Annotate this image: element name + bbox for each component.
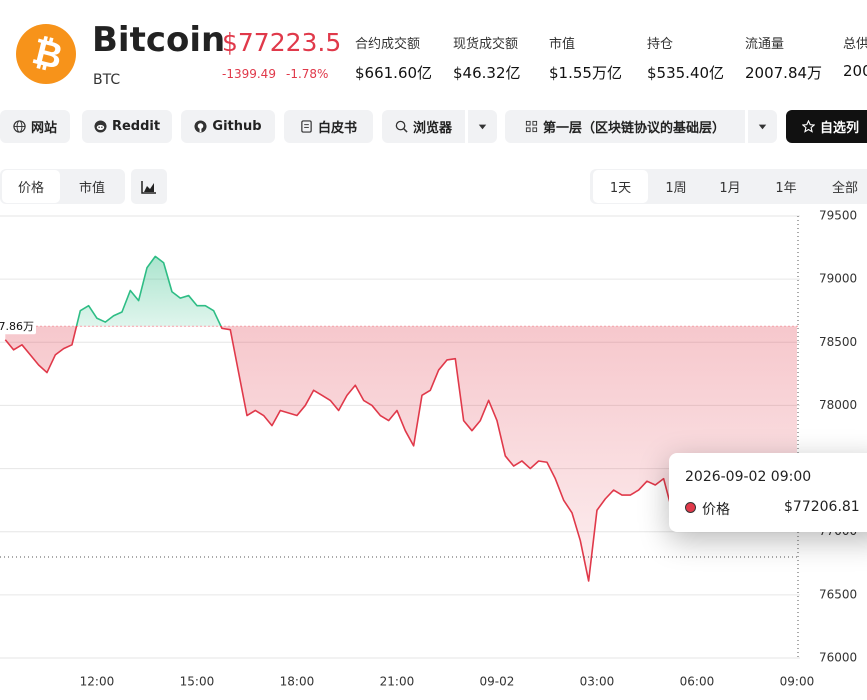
stat-label: 合约成交额: [355, 37, 421, 52]
range-tab[interactable]: 1月: [704, 170, 756, 203]
tab-text: 1周: [665, 181, 687, 196]
x-tick-label: 09:00: [780, 675, 815, 689]
tab-text: 全部: [831, 181, 858, 196]
stat-label: 流通量: [745, 37, 785, 52]
chart-type-button[interactable]: [131, 169, 167, 204]
symbol: BTC: [93, 72, 121, 88]
stat-label: 现货成交额: [453, 37, 519, 52]
y-tick-label: 76500: [819, 587, 857, 601]
globe-icon: [13, 120, 26, 133]
link-text: Reddit: [111, 119, 161, 134]
github-icon: [194, 120, 207, 133]
watchlist-text: 自选列: [820, 121, 860, 136]
x-tick-label: 06:00: [680, 675, 715, 689]
change: -1399.49: [222, 67, 276, 81]
y-tick-label: 78500: [819, 335, 857, 349]
x-tick-label: 15:00: [180, 675, 215, 689]
coin-name: Bitcoin: [92, 20, 226, 60]
stat-value: 2007.84万: [745, 64, 823, 82]
x-tick-label: 12:00: [80, 675, 115, 689]
change-pct: -1.78%: [286, 67, 329, 81]
stat-value: $661.60亿: [355, 64, 433, 82]
tooltip-value: $77206.81: [784, 499, 860, 515]
tooltip-dot: [685, 502, 696, 513]
reddit-icon: [94, 120, 107, 133]
stat-value: 200: [843, 62, 867, 80]
caret-icon: [478, 124, 487, 130]
bitcoin-icon: ₿: [16, 24, 76, 84]
link-button[interactable]: 浏览器: [382, 110, 465, 143]
link-text: 网站: [30, 121, 57, 136]
range-tab[interactable]: 1年: [758, 170, 814, 203]
link-button[interactable]: 白皮书: [284, 110, 373, 143]
baseline-label: 7.86万: [0, 320, 34, 333]
baseline-label-bg: [0, 320, 36, 335]
x-tick-label: 21:00: [380, 675, 415, 689]
watchlist-button[interactable]: 自选列: [786, 110, 867, 143]
star-icon: [802, 120, 815, 133]
link-text: 白皮书: [317, 121, 357, 136]
y-tick-label: 79500: [819, 209, 857, 223]
y-tick-label: 76000: [819, 651, 857, 665]
y-tick-label: 79000: [819, 272, 857, 286]
y-tick-label: 78000: [819, 398, 857, 412]
link-button[interactable]: 网站: [0, 110, 70, 143]
x-tick-label: 03:00: [580, 675, 615, 689]
stat-label: 持仓: [647, 37, 674, 52]
dropdown-button[interactable]: [748, 110, 777, 143]
range-tab[interactable]: 1周: [650, 170, 702, 203]
tab-text: 1年: [775, 181, 797, 196]
browser-icon: [395, 120, 408, 133]
doc-icon: [301, 120, 312, 133]
chart-tab[interactable]: 市值: [62, 170, 122, 203]
stat-label: 市值: [549, 37, 576, 52]
stat-value: $1.55万亿: [549, 64, 622, 82]
grid-icon: [525, 120, 538, 133]
link-text: 浏览器: [412, 121, 452, 136]
caret-icon: [758, 124, 767, 130]
stat-value: $535.40亿: [647, 64, 725, 82]
price-line: [4, 255, 798, 582]
x-tick-label: 18:00: [280, 675, 315, 689]
link-button[interactable]: Reddit: [82, 110, 172, 143]
tooltip-series: 价格: [702, 502, 730, 518]
stat-value: $46.32亿: [453, 64, 521, 82]
link-button[interactable]: Github: [181, 110, 275, 143]
tab-text: 1天: [609, 181, 632, 196]
tab-text: 市值: [78, 181, 105, 196]
tab-text: 价格: [17, 181, 44, 196]
link-button[interactable]: 第一层（区块链协议的基础层）: [505, 110, 745, 143]
area-chart-icon: [141, 180, 156, 194]
tooltip: 2026-09-02 09:00 价格 $77206.81: [669, 453, 867, 532]
price: $77223.5: [222, 28, 342, 57]
chart-tab-active[interactable]: 价格: [2, 170, 60, 203]
range-tab-active[interactable]: 1天: [593, 170, 648, 203]
dropdown-button[interactable]: [468, 110, 497, 143]
range-tab[interactable]: 全部: [816, 170, 867, 203]
link-text: 第一层（区块链协议的基础层）: [542, 121, 725, 136]
tab-text: 1月: [719, 181, 741, 196]
x-tick-label: 09-02: [480, 675, 515, 689]
tooltip-time: 2026-09-02 09:00: [685, 469, 812, 485]
stat-label: 总供: [843, 37, 867, 52]
link-text: Github: [212, 119, 262, 134]
